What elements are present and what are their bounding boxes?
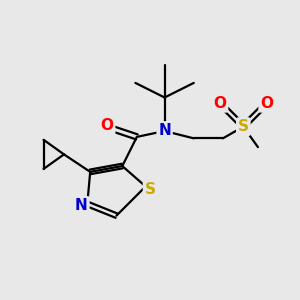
Text: S: S (145, 182, 155, 197)
Text: N: N (75, 198, 88, 213)
Text: N: N (158, 123, 171, 138)
Text: O: O (100, 118, 114, 133)
Text: O: O (214, 96, 226, 111)
Text: O: O (260, 96, 273, 111)
Text: S: S (238, 119, 249, 134)
